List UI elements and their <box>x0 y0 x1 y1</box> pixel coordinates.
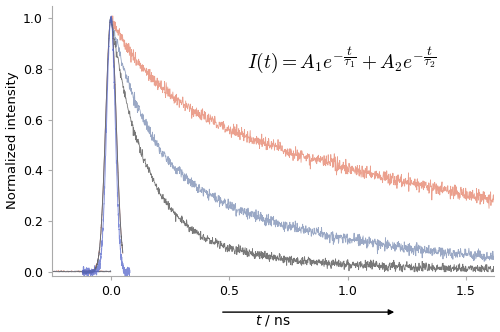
Text: $I(t) = A_1 e^{-\dfrac{t}{\tau_1}} + A_2 e^{-\dfrac{t}{\tau_2}}$: $I(t) = A_1 e^{-\dfrac{t}{\tau_1}} + A_2… <box>246 44 436 75</box>
Y-axis label: Normalized intensity: Normalized intensity <box>6 72 18 209</box>
Text: $t$ / ns: $t$ / ns <box>255 313 291 328</box>
